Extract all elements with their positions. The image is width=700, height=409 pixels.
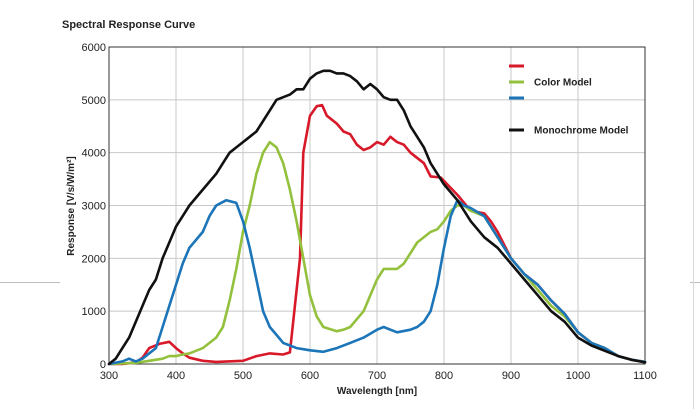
chart-title: Spectral Response Curve: [62, 19, 196, 31]
x-tick-label: 900: [502, 370, 520, 382]
tick-labels: 300 400 500 600 700 800 900 1000 1100 0 1000 2000 30…: [82, 42, 657, 382]
y-tick-label: 3000: [82, 201, 106, 213]
legend: Color Model Monochrome Model: [509, 64, 629, 137]
x-axis-label: Wavelength [nm]: [337, 386, 417, 397]
x-tick-label: 600: [301, 370, 319, 382]
y-tick-label: 5000: [82, 95, 106, 107]
plot-frame: [108, 46, 646, 365]
x-tick-label: 1000: [566, 370, 590, 382]
y-tick-label: 1000: [82, 306, 106, 318]
series-line-3: [107, 69, 647, 366]
series-line-2: [107, 198, 647, 366]
y-tick-label: 2000: [82, 253, 106, 265]
legend-label-1: Color Model: [534, 78, 592, 89]
x-tick-label: 700: [368, 370, 386, 382]
y-tick-label: 4000: [82, 148, 106, 160]
y-tick-label: 6000: [82, 42, 106, 54]
x-tick-label: 300: [100, 370, 118, 382]
y-tick-label: 0: [100, 359, 106, 371]
page-rule-left: [0, 282, 60, 283]
x-tick-label: 500: [234, 370, 252, 382]
x-tick-label: 400: [167, 370, 185, 382]
y-axis-label: Response [V/s/W/m²]: [66, 156, 77, 255]
page-rule-right: [690, 282, 700, 283]
page-edge: [693, 0, 694, 409]
x-tick-label: 800: [435, 370, 453, 382]
axes: [108, 46, 646, 365]
legend-label-3: Monochrome Model: [534, 126, 629, 137]
x-tick-label: 1100: [633, 370, 657, 382]
series-lines: [107, 69, 647, 366]
